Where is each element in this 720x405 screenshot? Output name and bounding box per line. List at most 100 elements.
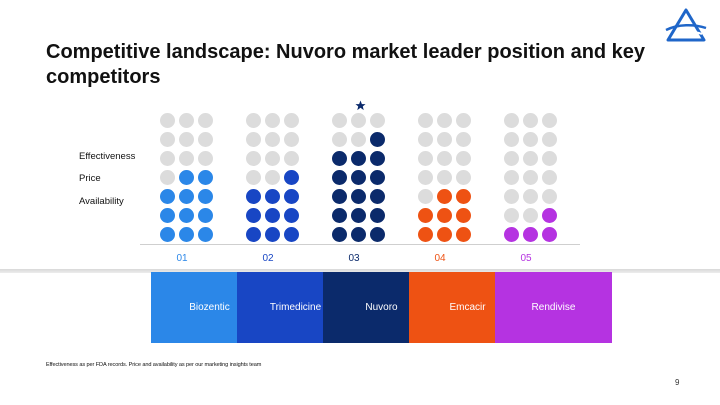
empty-dot [456, 132, 471, 147]
empty-dot [542, 151, 557, 166]
empty-dot [198, 113, 213, 128]
company-logo [665, 8, 707, 42]
competitor-name: Biozentic [189, 301, 230, 313]
empty-dot [179, 151, 194, 166]
filled-dot [351, 189, 366, 204]
empty-dot [351, 132, 366, 147]
empty-dot [437, 170, 452, 185]
empty-dot [542, 113, 557, 128]
empty-dot [265, 151, 280, 166]
filled-dot [284, 208, 299, 223]
filled-dot [284, 189, 299, 204]
empty-dot [265, 113, 280, 128]
filled-dot [370, 170, 385, 185]
row-label-effectiveness: Effectiveness [79, 151, 136, 162]
filled-dot [418, 227, 433, 242]
filled-dot [198, 189, 213, 204]
page-number: 9 [675, 378, 680, 387]
competitor-number: 03 [348, 253, 360, 264]
filled-dot [351, 208, 366, 223]
empty-dot [418, 151, 433, 166]
filled-dot [160, 208, 175, 223]
competitor-number: 02 [262, 253, 274, 264]
filled-dot [198, 208, 213, 223]
filled-dot [370, 189, 385, 204]
competitor-number: 04 [434, 253, 446, 264]
empty-dot [523, 113, 538, 128]
empty-dot [437, 132, 452, 147]
filled-dot [198, 170, 213, 185]
empty-dot [351, 113, 366, 128]
filled-dot [332, 189, 347, 204]
empty-dot [160, 113, 175, 128]
empty-dot [504, 151, 519, 166]
empty-dot [246, 151, 261, 166]
empty-dot [160, 151, 175, 166]
dot-column-trimedicine [246, 113, 306, 242]
competitor-number: 05 [520, 253, 532, 264]
filled-dot [437, 227, 452, 242]
filled-dot [351, 170, 366, 185]
empty-dot [523, 208, 538, 223]
competitor-name: Nuvoro [365, 301, 398, 313]
competitor-name: Rendivise [531, 301, 576, 313]
dot-column-rendivise [504, 113, 564, 242]
filled-dot [265, 208, 280, 223]
filled-dot [370, 227, 385, 242]
empty-dot [370, 113, 385, 128]
row-label-availability: Availability [79, 196, 124, 207]
empty-dot [456, 113, 471, 128]
filled-dot [456, 189, 471, 204]
filled-dot [246, 189, 261, 204]
star-icon [355, 100, 366, 111]
filled-dot [542, 227, 557, 242]
filled-dot [370, 132, 385, 147]
row-label-price: Price [79, 173, 101, 184]
empty-dot [523, 170, 538, 185]
filled-dot [265, 227, 280, 242]
empty-dot [160, 132, 175, 147]
empty-dot [265, 132, 280, 147]
filled-dot [265, 189, 280, 204]
axis-divider [140, 244, 580, 245]
filled-dot [418, 208, 433, 223]
filled-dot [246, 227, 261, 242]
empty-dot [246, 132, 261, 147]
footnote: Effectiveness as per FDA records. Price … [46, 362, 262, 368]
empty-dot [504, 189, 519, 204]
empty-dot [246, 113, 261, 128]
empty-dot [542, 132, 557, 147]
empty-dot [246, 170, 261, 185]
filled-dot [179, 208, 194, 223]
filled-dot [456, 227, 471, 242]
empty-dot [523, 189, 538, 204]
filled-dot [160, 189, 175, 204]
empty-dot [523, 151, 538, 166]
filled-dot [179, 170, 194, 185]
competitor-name: Trimedicine [269, 301, 322, 313]
empty-dot [179, 113, 194, 128]
competitor-number: 01 [176, 253, 188, 264]
filled-dot [370, 208, 385, 223]
empty-dot [198, 132, 213, 147]
dot-column-biozentic [160, 113, 220, 242]
filled-dot [246, 208, 261, 223]
filled-dot [351, 151, 366, 166]
empty-dot [456, 170, 471, 185]
empty-dot [284, 113, 299, 128]
empty-dot [504, 113, 519, 128]
dot-column-emcacir [418, 113, 478, 242]
filled-dot [456, 208, 471, 223]
empty-dot [284, 132, 299, 147]
empty-dot [504, 208, 519, 223]
dot-column-nuvoro [332, 113, 392, 242]
empty-dot [437, 151, 452, 166]
empty-dot [332, 132, 347, 147]
filled-dot [504, 227, 519, 242]
filled-dot [179, 189, 194, 204]
filled-dot [351, 227, 366, 242]
filled-dot [332, 208, 347, 223]
empty-dot [437, 113, 452, 128]
empty-dot [542, 170, 557, 185]
empty-dot [332, 113, 347, 128]
